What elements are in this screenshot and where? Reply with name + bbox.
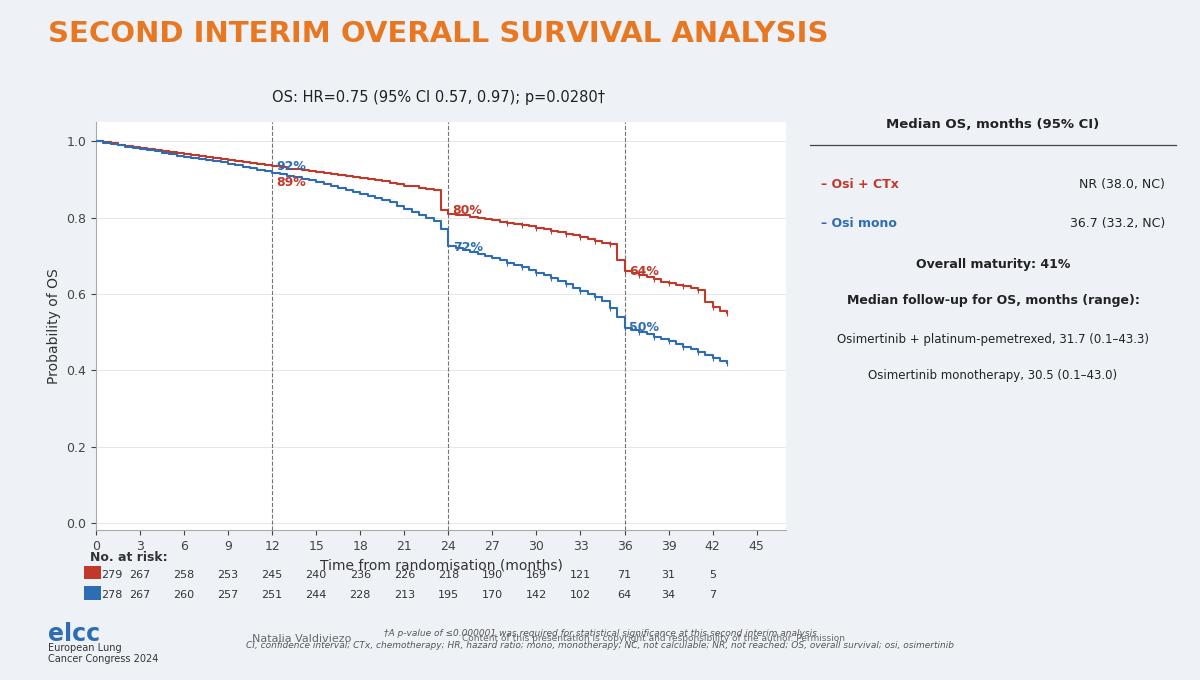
Text: 5: 5 [709, 570, 716, 580]
Text: 278: 278 [101, 590, 122, 600]
Text: Osimertinib monotherapy, 30.5 (0.1–43.0): Osimertinib monotherapy, 30.5 (0.1–43.0) [869, 369, 1117, 382]
X-axis label: Time from randomisation (months): Time from randomisation (months) [319, 559, 563, 573]
Text: 102: 102 [570, 590, 592, 600]
Text: 267: 267 [130, 570, 151, 580]
Text: 258: 258 [174, 570, 194, 580]
Text: 121: 121 [570, 570, 592, 580]
Text: Median follow-up for OS, months (range):: Median follow-up for OS, months (range): [846, 294, 1140, 307]
Text: 34: 34 [661, 590, 676, 600]
Text: 142: 142 [526, 590, 547, 600]
Text: 213: 213 [394, 590, 415, 600]
Text: Median OS, months (95% CI): Median OS, months (95% CI) [887, 118, 1099, 131]
Text: elcc: elcc [48, 622, 100, 646]
Text: 64%: 64% [629, 265, 659, 277]
Text: 80%: 80% [452, 205, 482, 218]
Text: 245: 245 [262, 570, 283, 580]
Text: 64: 64 [618, 590, 631, 600]
Text: 257: 257 [217, 590, 239, 600]
Text: Overall maturity: 41%: Overall maturity: 41% [916, 258, 1070, 271]
Text: 253: 253 [217, 570, 239, 580]
Text: 169: 169 [526, 570, 547, 580]
Text: 218: 218 [438, 570, 458, 580]
Text: – Osi + CTx: – Osi + CTx [821, 177, 899, 190]
Text: Osimertinib + platinum-pemetrexed, 31.7 (0.1–43.3): Osimertinib + platinum-pemetrexed, 31.7 … [838, 333, 1150, 346]
Text: No. at risk:: No. at risk: [90, 551, 168, 564]
Text: 36.7 (33.2, NC): 36.7 (33.2, NC) [1069, 216, 1165, 230]
Text: 251: 251 [262, 590, 283, 600]
Text: 31: 31 [661, 570, 676, 580]
Text: 7: 7 [709, 590, 716, 600]
Text: 226: 226 [394, 570, 415, 580]
Text: 72%: 72% [452, 241, 482, 254]
Text: OS: HR=0.75 (95% CI 0.57, 0.97); p=0.0280†: OS: HR=0.75 (95% CI 0.57, 0.97); p=0.028… [271, 90, 605, 105]
Text: 92%: 92% [276, 160, 306, 173]
Text: CI, confidence interval; CTx, chemotherapy; HR, hazard ratio; mono, monotherapy;: CI, confidence interval; CTx, chemothera… [246, 641, 954, 649]
Text: Natalia Valdiviezo: Natalia Valdiviezo [252, 634, 352, 644]
Text: 267: 267 [130, 590, 151, 600]
Text: – Osi mono: – Osi mono [821, 216, 896, 230]
Text: NR (38.0, NC): NR (38.0, NC) [1079, 177, 1165, 190]
Y-axis label: Probability of OS: Probability of OS [47, 269, 61, 384]
Text: 71: 71 [618, 570, 631, 580]
Text: 195: 195 [438, 590, 458, 600]
Text: 50%: 50% [629, 321, 659, 334]
Text: 170: 170 [482, 590, 503, 600]
Text: 236: 236 [349, 570, 371, 580]
Text: 190: 190 [482, 570, 503, 580]
Text: European Lung
Cancer Congress 2024: European Lung Cancer Congress 2024 [48, 643, 158, 664]
Text: †A p-value of ≤0.000001 was required for statistical significance at this second: †A p-value of ≤0.000001 was required for… [384, 629, 816, 638]
Text: SECOND INTERIM OVERALL SURVIVAL ANALYSIS: SECOND INTERIM OVERALL SURVIVAL ANALYSIS [48, 20, 828, 48]
Text: 240: 240 [306, 570, 326, 580]
Text: 279: 279 [101, 570, 122, 580]
Text: Content of this presentation is copyright and responsibility of the author. Perm: Content of this presentation is copyrigh… [462, 634, 845, 643]
Text: 260: 260 [174, 590, 194, 600]
Text: 244: 244 [306, 590, 326, 600]
Text: 228: 228 [349, 590, 371, 600]
Text: 89%: 89% [276, 175, 306, 189]
